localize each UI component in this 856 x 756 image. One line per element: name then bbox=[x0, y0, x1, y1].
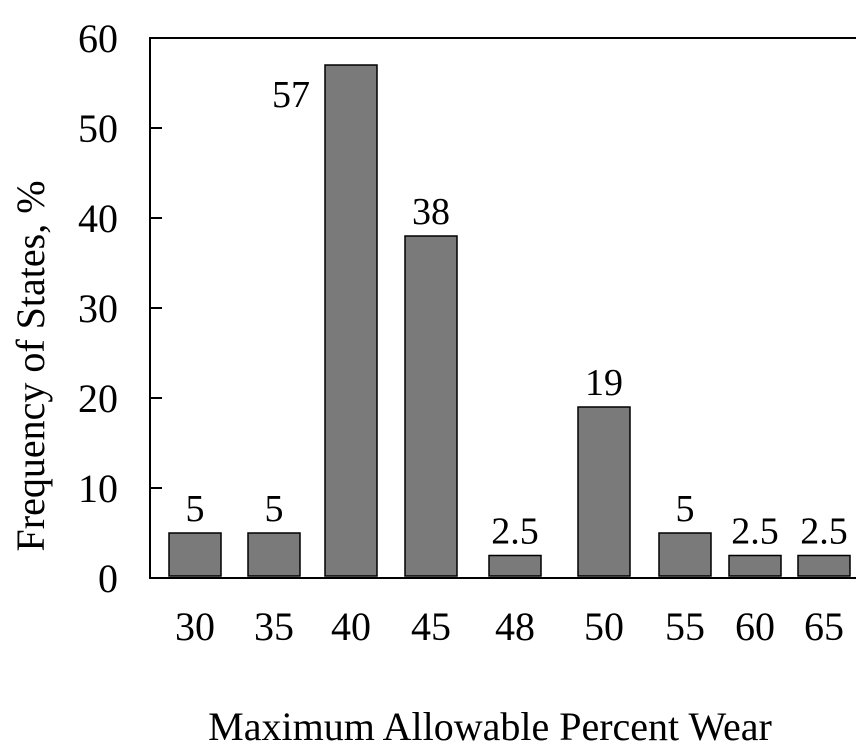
y-tick-label: 60 bbox=[78, 16, 118, 61]
x-tick-label: 48 bbox=[495, 604, 535, 649]
x-tick-label: 30 bbox=[175, 604, 215, 649]
axes-group bbox=[149, 37, 856, 579]
bar-60 bbox=[728, 554, 782, 577]
x-tick-label: 40 bbox=[331, 604, 371, 649]
y-ticks-group: 0 10 20 30 40 50 60 bbox=[78, 16, 162, 601]
data-label: 2.5 bbox=[800, 511, 848, 553]
bars-group bbox=[168, 64, 851, 577]
data-label: 2.5 bbox=[491, 511, 539, 553]
y-tick-label: 10 bbox=[78, 466, 118, 511]
y-tick-label: 30 bbox=[78, 286, 118, 331]
bar-48 bbox=[488, 554, 542, 577]
x-tick-label: 50 bbox=[584, 604, 624, 649]
data-label: 5 bbox=[186, 488, 205, 530]
x-tick-label: 55 bbox=[665, 604, 705, 649]
plot-frame bbox=[149, 37, 856, 579]
y-tick-label: 40 bbox=[78, 196, 118, 241]
data-label: 38 bbox=[412, 191, 450, 233]
data-label: 19 bbox=[585, 362, 623, 404]
y-tick-label: 50 bbox=[78, 106, 118, 151]
x-tick-label: 45 bbox=[411, 604, 451, 649]
bar-40 bbox=[324, 64, 378, 577]
data-label: 2.5 bbox=[731, 511, 779, 553]
bar-65 bbox=[797, 554, 851, 577]
x-tick-label: 60 bbox=[735, 604, 775, 649]
y-tick-label: 20 bbox=[78, 376, 118, 421]
bar-45 bbox=[404, 235, 458, 577]
x-axis-title: Maximum Allowable Percent Wear bbox=[208, 704, 772, 749]
bar-50 bbox=[577, 406, 631, 577]
y-axis-title: Frequency of States, % bbox=[8, 180, 53, 551]
y-tick-label: 0 bbox=[98, 556, 118, 601]
bar-30 bbox=[168, 532, 222, 577]
data-label: 5 bbox=[265, 488, 284, 530]
x-tick-labels-group: 30 35 40 45 48 50 55 60 65 bbox=[175, 604, 844, 649]
x-tick-label: 65 bbox=[804, 604, 844, 649]
bar-55 bbox=[658, 532, 712, 577]
x-tick-label: 35 bbox=[254, 604, 294, 649]
data-label: 5 bbox=[676, 488, 695, 530]
data-labels-group: 5 5 57 38 2.5 19 5 2.5 2.5 bbox=[186, 74, 848, 553]
bar-35 bbox=[247, 532, 301, 577]
data-label: 57 bbox=[272, 74, 310, 116]
